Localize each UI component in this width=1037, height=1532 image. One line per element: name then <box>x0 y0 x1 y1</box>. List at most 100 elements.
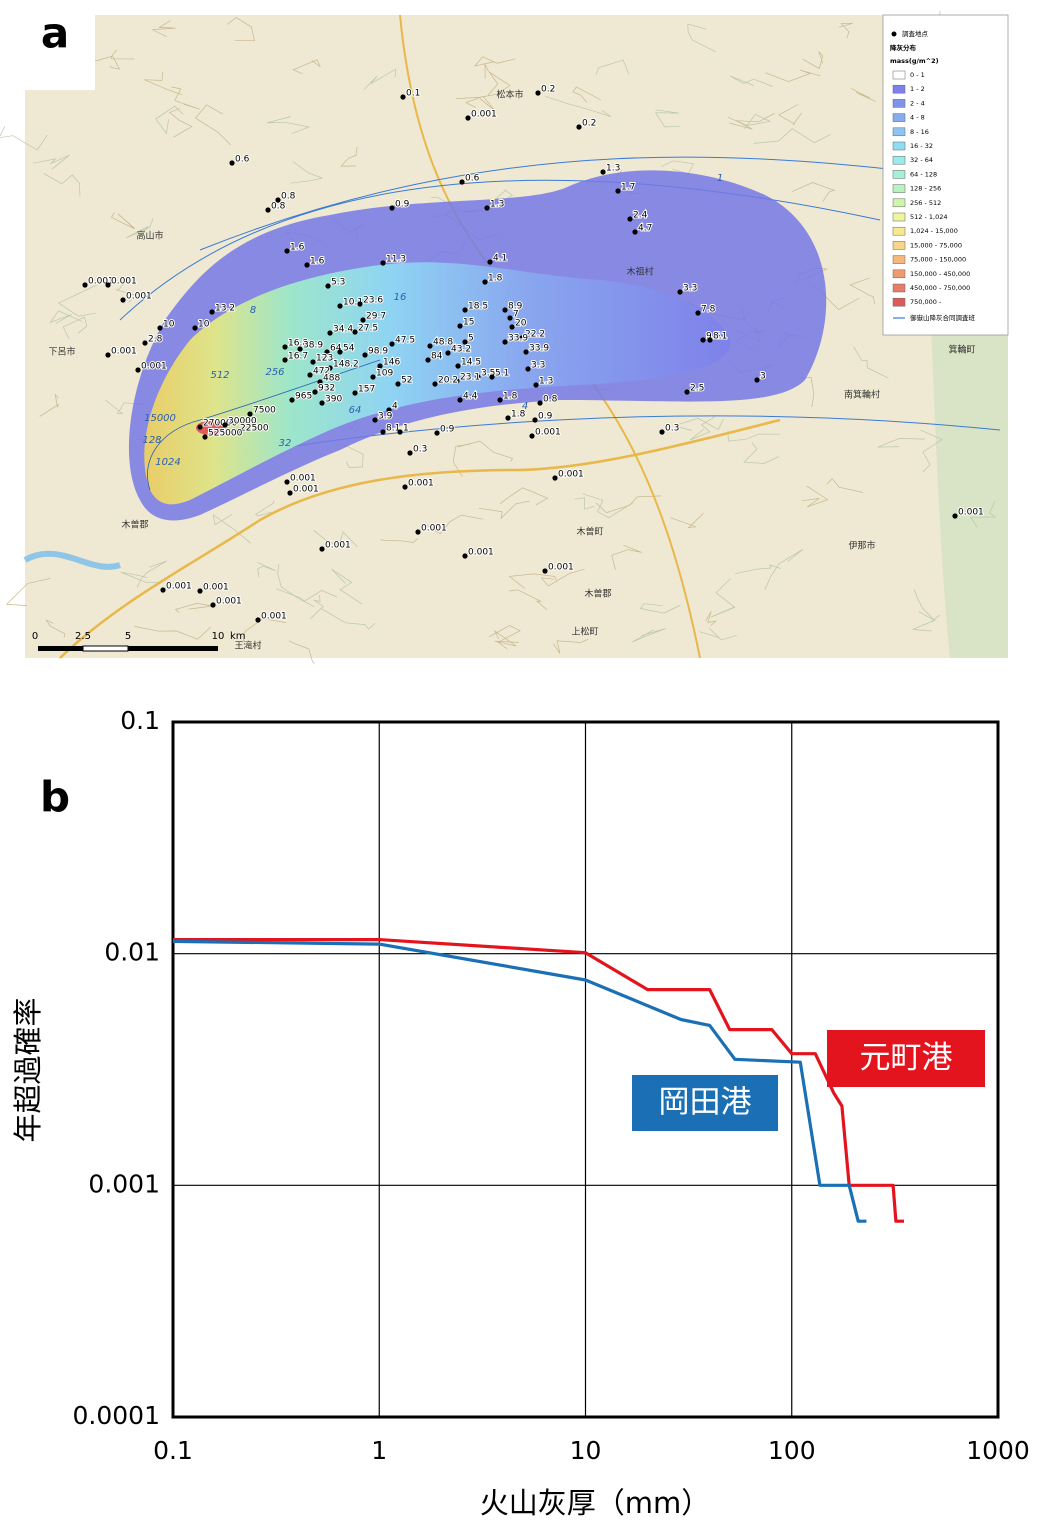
legend-swatch <box>893 256 905 264</box>
survey-point <box>532 417 537 422</box>
point-label: 2.8 <box>148 335 163 345</box>
scale-segment <box>128 646 218 651</box>
legend-swatch <box>893 270 905 278</box>
survey-point <box>265 207 270 212</box>
point-label: 0.3 <box>665 424 679 434</box>
point-label: 0.3 <box>413 445 427 455</box>
point-label: 33.9 <box>508 334 528 344</box>
point-label: 27.5 <box>358 324 378 334</box>
scale-label: 0 <box>32 631 38 642</box>
place-name: 木曽町 <box>576 526 603 538</box>
place-name: 木祖村 <box>626 266 653 278</box>
point-label: 1.6 <box>310 257 325 267</box>
point-label: 2.4 <box>633 211 648 221</box>
survey-point <box>319 546 324 551</box>
point-label: 0.8 <box>271 202 286 212</box>
y-tick-label: 0.001 <box>88 1169 160 1198</box>
point-label: 10 <box>198 320 210 330</box>
survey-point <box>523 349 528 354</box>
survey-point <box>389 341 394 346</box>
survey-point <box>397 429 402 434</box>
legend-text: 0 - 1 <box>910 71 925 79</box>
point-label: 157 <box>358 385 375 395</box>
point-label: 3.3 <box>531 361 545 371</box>
survey-point <box>507 315 512 320</box>
point-label: 2.5 <box>690 384 704 394</box>
survey-point <box>255 617 260 622</box>
survey-point <box>576 124 581 129</box>
survey-point <box>389 205 394 210</box>
point-label: 7500 <box>253 406 276 416</box>
point-label: 1.3 <box>539 377 553 387</box>
point-label: 0.001 <box>468 548 494 558</box>
scale-label: 2.5 <box>75 631 91 642</box>
point-label: 5 <box>468 334 474 344</box>
point-label: 54 <box>343 344 355 354</box>
point-label: 84 <box>431 352 443 362</box>
contour-label: 64 <box>349 405 362 416</box>
survey-point <box>632 229 637 234</box>
point-label: 0.001 <box>290 474 316 484</box>
point-label: 20.2 <box>438 376 458 386</box>
point-label: 16.7 <box>288 352 308 362</box>
point-label: 109 <box>376 369 393 379</box>
point-label: 29.7 <box>366 312 386 322</box>
point-label: 3.3 <box>683 284 697 294</box>
survey-point <box>677 289 682 294</box>
point-label: 0.6 <box>235 155 250 165</box>
survey-point <box>120 297 125 302</box>
survey-point <box>312 389 317 394</box>
legend-text: 75,000 - 150,000 <box>910 256 966 264</box>
survey-point <box>247 411 252 416</box>
y-tick-label: 0.1 <box>120 706 160 735</box>
survey-point <box>192 325 197 330</box>
place-name: 伊那市 <box>848 540 875 552</box>
x-tick-label: 1 <box>371 1436 387 1465</box>
legend-text: 御嶽山降灰合同調査班 <box>910 313 976 322</box>
survey-point <box>229 160 234 165</box>
survey-point <box>135 367 140 372</box>
survey-point <box>600 169 605 174</box>
legend-point <box>892 32 897 37</box>
survey-point <box>533 382 538 387</box>
point-label: 0.001 <box>421 524 447 534</box>
point-label: 52 <box>401 376 412 386</box>
legend-text: 64 - 128 <box>910 170 937 178</box>
point-label: 965 <box>295 392 312 402</box>
place-name: 下呂市 <box>48 346 75 358</box>
series-label: 岡田港 <box>659 1085 752 1121</box>
survey-point <box>284 479 289 484</box>
survey-point <box>202 434 207 439</box>
legend-swatch <box>893 85 905 93</box>
point-label: 47.5 <box>395 336 415 346</box>
legend-text: 750,000 - <box>910 298 942 306</box>
point-label: 38.9 <box>303 341 323 351</box>
legend-text: 128 - 256 <box>910 185 941 193</box>
legend-text: 16 - 32 <box>910 142 933 150</box>
point-label: 0.2 <box>582 119 596 129</box>
place-name: 木曽郡 <box>584 588 611 600</box>
scale-label: km <box>230 631 246 642</box>
contour-label: 4 <box>522 401 528 412</box>
point-label: 13.2 <box>215 304 235 314</box>
point-label: 4 <box>392 402 398 412</box>
survey-point <box>82 282 87 287</box>
point-label: 43.2 <box>451 345 471 355</box>
survey-point <box>535 90 540 95</box>
survey-point <box>615 188 620 193</box>
place-name: 箕輪町 <box>948 344 975 356</box>
survey-point <box>297 346 302 351</box>
survey-point <box>684 389 689 394</box>
point-label: 3.9 <box>378 412 393 422</box>
legend-swatch <box>893 71 905 79</box>
x-tick-label: 1000 <box>966 1436 1030 1465</box>
point-label: 23.6 <box>363 296 383 306</box>
point-label: 0.001 <box>958 508 984 518</box>
survey-point <box>362 352 367 357</box>
point-label: 488 <box>323 374 340 384</box>
point-label: 1.7 <box>621 183 635 193</box>
x-tick-label: 10 <box>570 1436 602 1465</box>
panel-label: a <box>41 9 69 58</box>
legend-swatch <box>893 241 905 249</box>
survey-point <box>455 363 460 368</box>
